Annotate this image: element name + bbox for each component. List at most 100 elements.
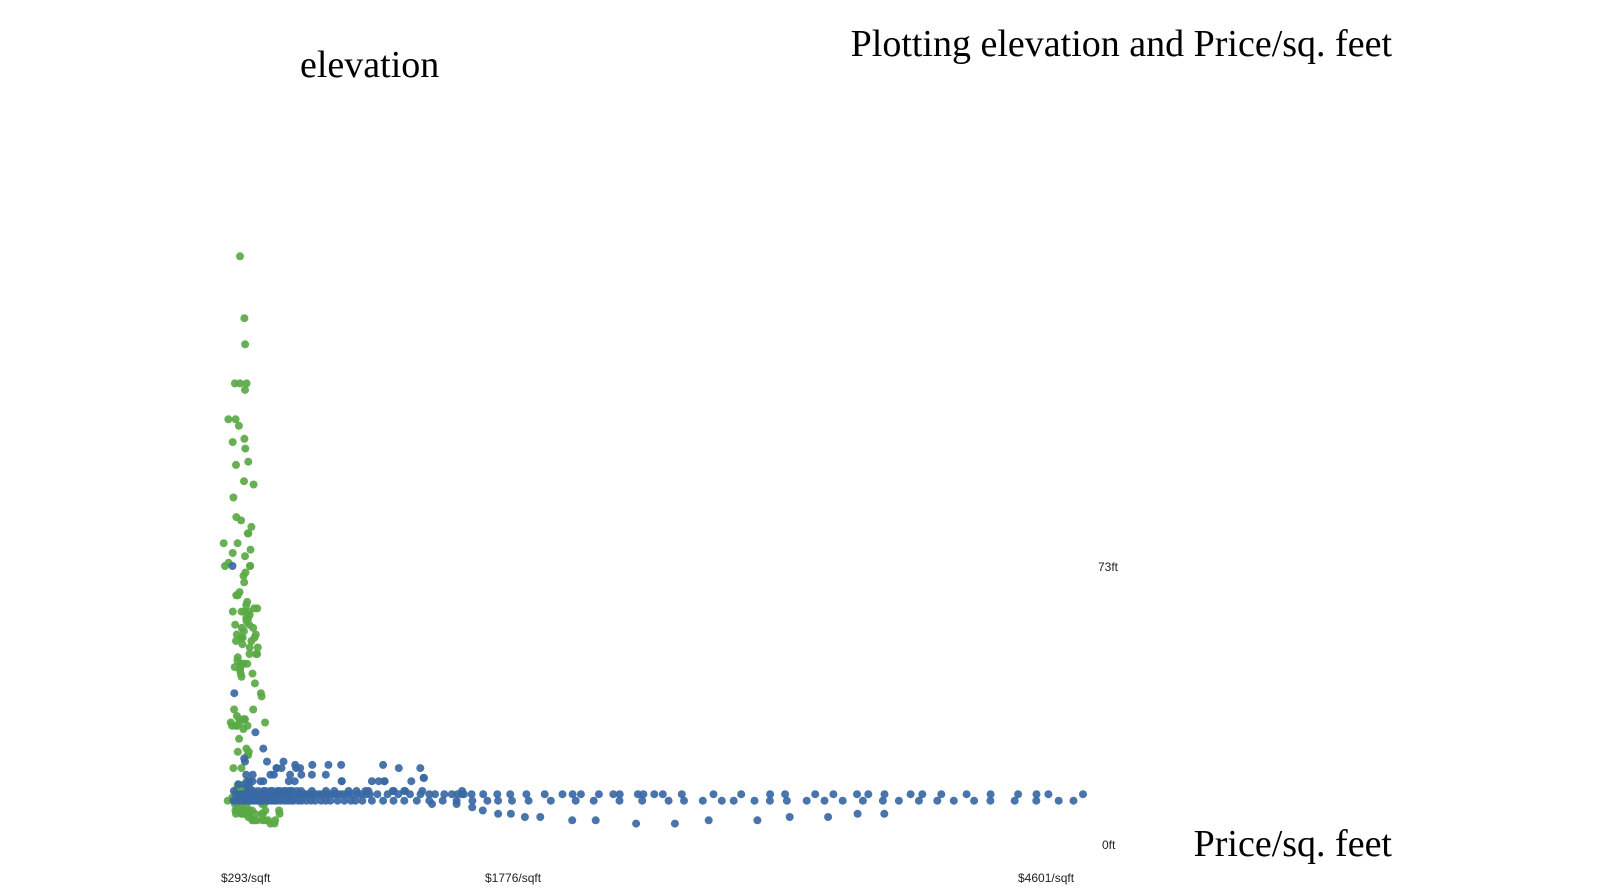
data-point-green xyxy=(242,601,251,610)
data-point-blue xyxy=(1010,796,1019,805)
data-point-green xyxy=(235,588,244,597)
data-point-blue xyxy=(453,790,462,799)
data-point-green xyxy=(241,340,250,349)
data-point-blue xyxy=(802,796,811,805)
data-point-blue xyxy=(858,796,867,805)
data-point-blue xyxy=(766,790,775,799)
y-tick-label-bottom: 0ft xyxy=(1102,838,1116,852)
data-point-blue xyxy=(383,790,392,799)
data-point-blue xyxy=(568,816,577,825)
data-point-green xyxy=(250,679,259,688)
data-point-green xyxy=(261,718,270,727)
data-point-blue xyxy=(467,790,476,799)
data-point-blue xyxy=(468,803,477,812)
data-point-green xyxy=(228,607,237,616)
data-point-green xyxy=(249,705,258,714)
data-point-blue xyxy=(670,819,679,828)
data-point-blue xyxy=(292,764,301,773)
data-point-green xyxy=(228,549,237,557)
data-point-blue xyxy=(838,796,847,805)
data-point-blue xyxy=(962,790,971,799)
data-point-green xyxy=(239,725,248,733)
data-point-green xyxy=(251,809,259,818)
data-point-blue xyxy=(234,780,243,789)
data-point-blue xyxy=(407,777,416,786)
data-point-blue xyxy=(506,809,515,818)
data-point-green xyxy=(233,721,242,730)
data-point-green xyxy=(234,421,243,430)
data-point-blue xyxy=(753,816,762,825)
data-point-blue xyxy=(347,790,356,799)
data-point-blue xyxy=(765,796,774,805)
data-point-green xyxy=(253,816,262,825)
data-point-blue xyxy=(259,744,268,753)
data-point-blue xyxy=(1079,790,1087,799)
chart-title: Plotting elevation and Price/sq. feet xyxy=(851,23,1393,65)
data-point-green xyxy=(247,522,256,531)
data-point-blue xyxy=(591,816,600,825)
data-point-blue xyxy=(594,790,603,799)
data-point-blue xyxy=(785,813,794,821)
data-point-green xyxy=(240,477,248,486)
data-point-blue xyxy=(1044,790,1053,799)
data-point-blue xyxy=(546,796,555,805)
data-point-green xyxy=(241,385,249,394)
data-point-blue xyxy=(986,790,995,799)
data-point-blue xyxy=(493,790,502,799)
data-point-blue xyxy=(494,796,503,805)
data-point-blue xyxy=(508,796,516,805)
data-point-blue xyxy=(259,777,268,786)
data-point-blue xyxy=(394,790,403,799)
data-point-green xyxy=(230,705,239,714)
data-point-blue xyxy=(782,796,791,805)
data-point-blue xyxy=(406,790,414,799)
data-point-blue xyxy=(459,790,468,799)
x-tick-label-max: $4601/sqft xyxy=(1018,871,1075,885)
data-point-blue xyxy=(478,806,487,815)
data-point-blue xyxy=(286,770,295,779)
data-point-blue xyxy=(419,773,428,782)
data-point-blue xyxy=(970,796,979,805)
data-point-green xyxy=(237,607,246,616)
data-point-blue xyxy=(279,757,288,766)
data-point-blue xyxy=(698,796,707,805)
data-point-blue xyxy=(864,790,873,799)
data-point-blue xyxy=(750,796,759,805)
data-point-green xyxy=(240,434,249,443)
data-point-blue xyxy=(709,790,718,799)
data-point-blue xyxy=(576,790,585,799)
data-point-green xyxy=(231,620,240,629)
data-point-green xyxy=(248,669,257,678)
data-point-blue xyxy=(307,770,316,779)
data-point-blue xyxy=(494,809,503,818)
data-point-green xyxy=(275,809,284,818)
data-point-blue xyxy=(609,790,618,799)
data-point-blue xyxy=(248,777,257,786)
data-point-green xyxy=(236,252,244,261)
data-point-blue xyxy=(589,796,598,805)
data-point-blue xyxy=(1032,796,1041,805)
data-point-blue xyxy=(918,790,927,799)
data-point-blue xyxy=(824,813,833,821)
data-point-green xyxy=(228,438,237,447)
data-point-blue xyxy=(380,777,389,786)
data-point-blue xyxy=(880,790,889,799)
data-point-blue xyxy=(367,777,376,786)
data-point-blue xyxy=(468,796,477,805)
data-point-blue xyxy=(416,790,425,799)
data-point-blue xyxy=(367,796,376,805)
data-point-green xyxy=(249,480,258,489)
data-point-green xyxy=(237,764,246,773)
x-tick-label-min: $293/sqft xyxy=(221,871,271,885)
data-point-green xyxy=(240,578,249,587)
data-point-blue xyxy=(633,790,642,799)
data-point-blue xyxy=(677,790,686,799)
data-point-green xyxy=(253,643,262,652)
data-point-green xyxy=(223,796,232,805)
data-point-blue xyxy=(431,790,439,799)
data-point-green xyxy=(245,643,254,652)
data-point-blue xyxy=(540,790,549,799)
data-point-blue xyxy=(853,790,861,799)
data-point-green xyxy=(241,444,250,453)
data-point-green xyxy=(219,539,228,548)
